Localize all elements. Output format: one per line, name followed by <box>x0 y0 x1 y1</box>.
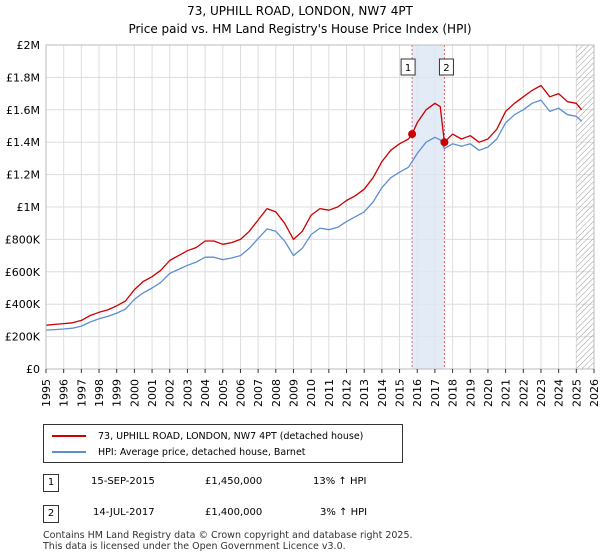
x-tick-label: 2024 <box>553 379 566 407</box>
sale-label-box <box>438 58 454 76</box>
x-tick-label: 2006 <box>234 379 247 407</box>
x-tick-label: 1998 <box>93 379 106 407</box>
x-tick-label: 2020 <box>482 379 495 407</box>
page-subtitle: Price paid vs. HM Land Registry's House … <box>128 22 472 36</box>
x-tick-label: 2003 <box>181 379 194 407</box>
x-tick-label: 2014 <box>376 379 389 407</box>
y-tick-label: £1.8M <box>6 71 40 84</box>
transaction-date: 15-SEP-2015 <box>91 476 155 487</box>
x-tick-label: 2005 <box>217 379 230 407</box>
legend-swatch-property <box>52 435 86 437</box>
x-tick-label: 2019 <box>464 379 477 407</box>
x-tick-label: 2013 <box>358 379 371 407</box>
transaction-date: 14-JUL-2017 <box>93 507 155 518</box>
y-tick-label: £1.6M <box>6 104 40 117</box>
page-title: 73, UPHILL ROAD, LONDON, NW7 4PT <box>187 4 413 18</box>
series-line-hpi <box>46 99 583 331</box>
x-tick-label: 2023 <box>535 379 548 407</box>
sale-label-box <box>400 58 416 76</box>
x-tick-label: 2025 <box>570 379 583 407</box>
transaction-row: 1 15-SEP-2015 £1,450,000 13% ↑ HPI <box>43 474 563 492</box>
sale-label: 1 <box>405 63 411 74</box>
x-tick-label: 2022 <box>517 379 530 407</box>
x-tick-label: 2012 <box>341 379 354 407</box>
x-tick-label: 2026 <box>588 379 600 407</box>
y-tick-label: £1.2M <box>6 169 40 182</box>
x-tick-label: 1996 <box>58 379 71 407</box>
forecast-hatch <box>576 45 594 369</box>
x-tick-label: 1999 <box>111 379 124 407</box>
x-tick-label: 2011 <box>323 379 336 407</box>
transaction-hpi: 3% ↑ HPI <box>320 507 368 518</box>
x-tick-label: 2000 <box>128 379 141 407</box>
y-tick-label: £600K <box>5 266 41 279</box>
transaction-badge: 1 <box>43 474 59 492</box>
legend-item-property: 73, UPHILL ROAD, LONDON, NW7 4PT (detach… <box>52 429 363 443</box>
footer: Contains HM Land Registry data © Crown c… <box>43 530 413 552</box>
y-tick-label: £800K <box>5 233 41 246</box>
sale-point <box>408 130 417 139</box>
sale-period-shade <box>412 45 445 369</box>
x-tick-label: 2002 <box>164 379 177 407</box>
y-tick-label: £400K <box>5 298 41 311</box>
legend-label-hpi: HPI: Average price, detached house, Barn… <box>98 446 306 458</box>
x-tick-label: 2018 <box>447 379 460 407</box>
legend-item-hpi: HPI: Average price, detached house, Barn… <box>52 445 306 459</box>
x-tick-label: 2017 <box>429 379 442 407</box>
legend-label-property: 73, UPHILL ROAD, LONDON, NW7 4PT (detach… <box>98 430 364 442</box>
x-tick-label: 1995 <box>40 379 53 407</box>
x-tick-label: 1997 <box>75 379 88 407</box>
series-line-property <box>46 84 583 326</box>
x-tick-label: 2016 <box>411 379 424 407</box>
transaction-hpi: 13% ↑ HPI <box>313 476 367 487</box>
x-tick-label: 2004 <box>199 379 212 407</box>
footer-licence: This data is licensed under the Open Gov… <box>43 541 346 552</box>
sale-point <box>440 138 449 147</box>
x-tick-label: 2007 <box>252 379 265 407</box>
transaction-price: £1,400,000 <box>205 507 263 518</box>
y-tick-label: £2M <box>17 39 41 52</box>
x-tick-label: 2009 <box>287 379 300 407</box>
plot-frame <box>45 44 595 370</box>
footer-copyright: Contains HM Land Registry data © Crown c… <box>43 530 413 541</box>
x-tick-label: 2001 <box>146 379 159 407</box>
legend-swatch-hpi <box>52 451 86 453</box>
transaction-price: £1,450,000 <box>205 476 263 487</box>
sale-label: 2 <box>443 63 449 74</box>
price-chart: 1 2 £0 £200K £400K £600K £800K £1M £1.2M £1.4M £1… <box>5 39 600 407</box>
y-tick-label: £0 <box>26 363 40 376</box>
transaction-badge: 2 <box>43 505 59 523</box>
y-tick-label: £1M <box>17 201 41 214</box>
legend: 73, UPHILL ROAD, LONDON, NW7 4PT (detach… <box>43 424 403 463</box>
x-tick-label: 2008 <box>270 379 283 407</box>
x-tick-label: 2015 <box>394 379 407 407</box>
y-tick-label: £200K <box>5 331 41 344</box>
transaction-row: 2 14-JUL-2017 £1,400,000 3% ↑ HPI <box>43 505 563 523</box>
y-tick-label: £1.4M <box>6 136 40 149</box>
x-tick-label: 2021 <box>500 379 513 407</box>
x-tick-label: 2010 <box>305 379 318 407</box>
